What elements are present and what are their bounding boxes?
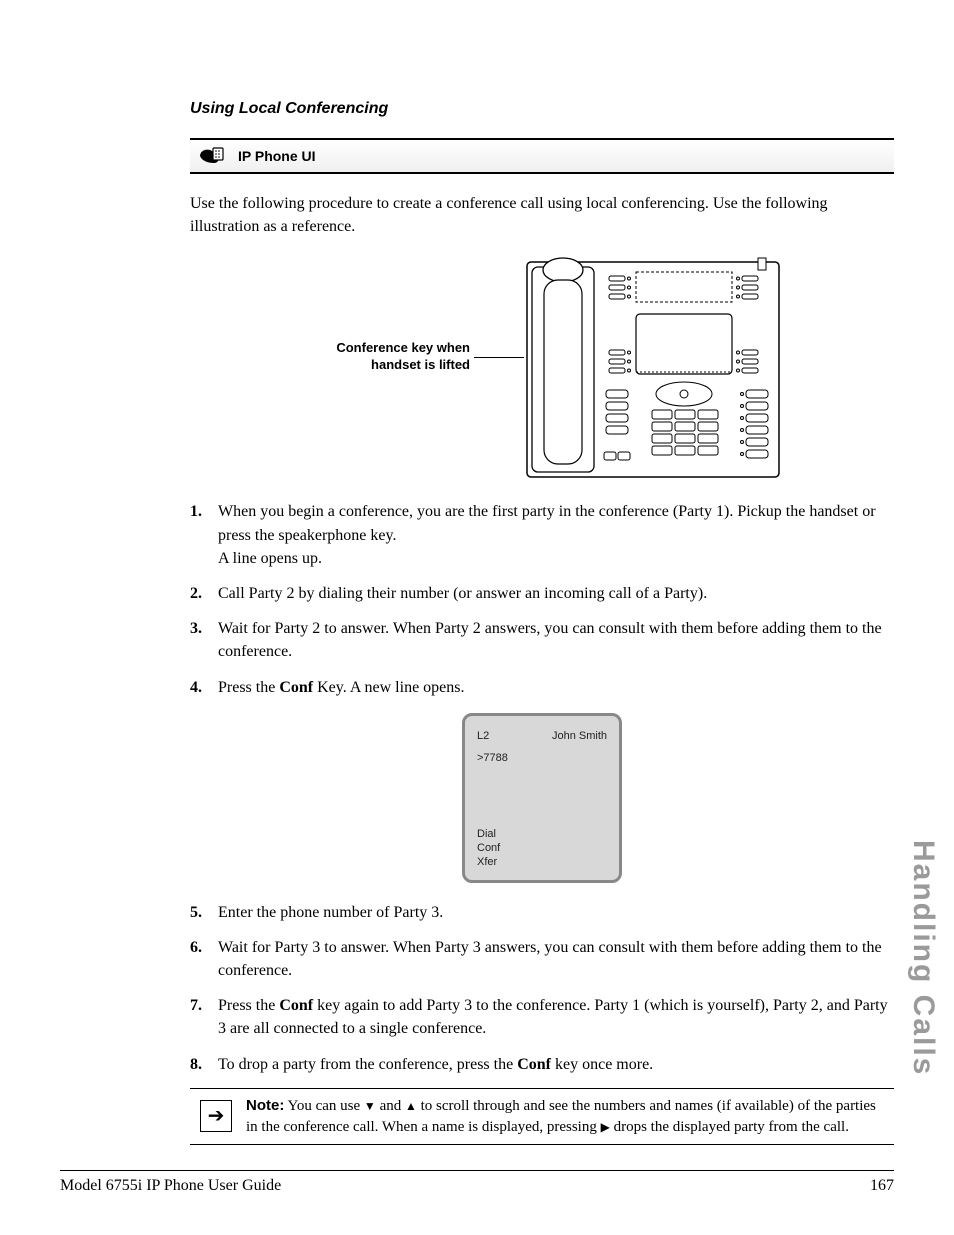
phone-lcd-screen: L2 John Smith >7788 DialConfXfer [462, 713, 622, 883]
screen-number: >7788 [477, 752, 508, 764]
softkey-label: Xfer [477, 855, 607, 869]
step-text: To drop a party from the conference, pre… [218, 1053, 894, 1076]
step-item: 1.When you begin a conference, you are t… [190, 500, 894, 570]
step-text: Wait for Party 2 to answer. When Party 2… [218, 617, 894, 663]
step-text: Press the Conf Key. A new line opens. [218, 676, 894, 699]
note-text: Note: You can use ▼ and ▲ to scroll thro… [242, 1089, 894, 1144]
phone-illustration: Conference key when handset is lifted [190, 252, 894, 482]
intro-paragraph: Use the following procedure to create a … [190, 192, 894, 238]
note-text-fragment: and [376, 1098, 405, 1114]
page-footer: Model 6755i IP Phone User Guide 167 [60, 1170, 894, 1195]
arrow-right-icon: ➔ [200, 1100, 232, 1132]
screen-figure: L2 John Smith >7788 DialConfXfer [462, 713, 622, 883]
step-text: Wait for Party 3 to answer. When Party 3… [218, 936, 894, 982]
steps-list-1: 1.When you begin a conference, you are t… [190, 500, 894, 698]
footer-page-number: 167 [870, 1177, 894, 1195]
ip-phone-ui-label: IP Phone UI [238, 148, 316, 164]
softkey-label: Dial [477, 827, 607, 841]
step-number: 7. [190, 994, 218, 1040]
step-item: 5.Enter the phone number of Party 3. [190, 901, 894, 924]
step-number: 6. [190, 936, 218, 982]
softkey-label: Conf [477, 841, 607, 855]
step-item: 3.Wait for Party 2 to answer. When Party… [190, 617, 894, 663]
step-item: 8.To drop a party from the conference, p… [190, 1053, 894, 1076]
step-text: Enter the phone number of Party 3. [218, 901, 894, 924]
step-number: 2. [190, 582, 218, 605]
section-title: Using Local Conferencing [190, 100, 894, 118]
step-number: 4. [190, 676, 218, 699]
step-item: 6.Wait for Party 3 to answer. When Party… [190, 936, 894, 982]
step-number: 8. [190, 1053, 218, 1076]
phone-ui-icon [198, 146, 226, 166]
phone-svg [524, 252, 784, 482]
step-number: 3. [190, 617, 218, 663]
note-text-fragment: drops the displayed party from the call. [610, 1119, 849, 1135]
step-number: 5. [190, 901, 218, 924]
step-item: 7.Press the Conf key again to add Party … [190, 994, 894, 1040]
screen-line-label: L2 [477, 730, 489, 742]
step-item: 2.Call Party 2 by dialing their number (… [190, 582, 894, 605]
step-text: When you begin a conference, you are the… [218, 500, 894, 570]
note-label: Note: [246, 1097, 284, 1114]
step-text: Call Party 2 by dialing their number (or… [218, 582, 894, 605]
ip-phone-ui-bar: IP Phone UI [190, 138, 894, 174]
nav-arrow-icon: ▲ [405, 1099, 417, 1113]
side-tab-label: Handling Calls [906, 840, 940, 1076]
note-icon-cell: ➔ [190, 1089, 242, 1144]
nav-arrow-icon: ▼ [364, 1099, 376, 1113]
nav-arrow-icon: ▶ [601, 1120, 610, 1134]
footer-title: Model 6755i IP Phone User Guide [60, 1177, 281, 1195]
screen-caller-name: John Smith [552, 730, 607, 742]
callout-leader-line [474, 357, 524, 358]
step-item: 4.Press the Conf Key. A new line opens. [190, 676, 894, 699]
screen-softkeys: DialConfXfer [477, 827, 607, 870]
steps-list-2: 5.Enter the phone number of Party 3.6.Wa… [190, 901, 894, 1076]
conference-key-callout: Conference key when handset is lifted [300, 340, 470, 374]
note-box: ➔ Note: You can use ▼ and ▲ to scroll th… [190, 1088, 894, 1145]
step-text: Press the Conf key again to add Party 3 … [218, 994, 894, 1040]
note-text-fragment: You can use [284, 1098, 364, 1114]
step-number: 1. [190, 500, 218, 570]
